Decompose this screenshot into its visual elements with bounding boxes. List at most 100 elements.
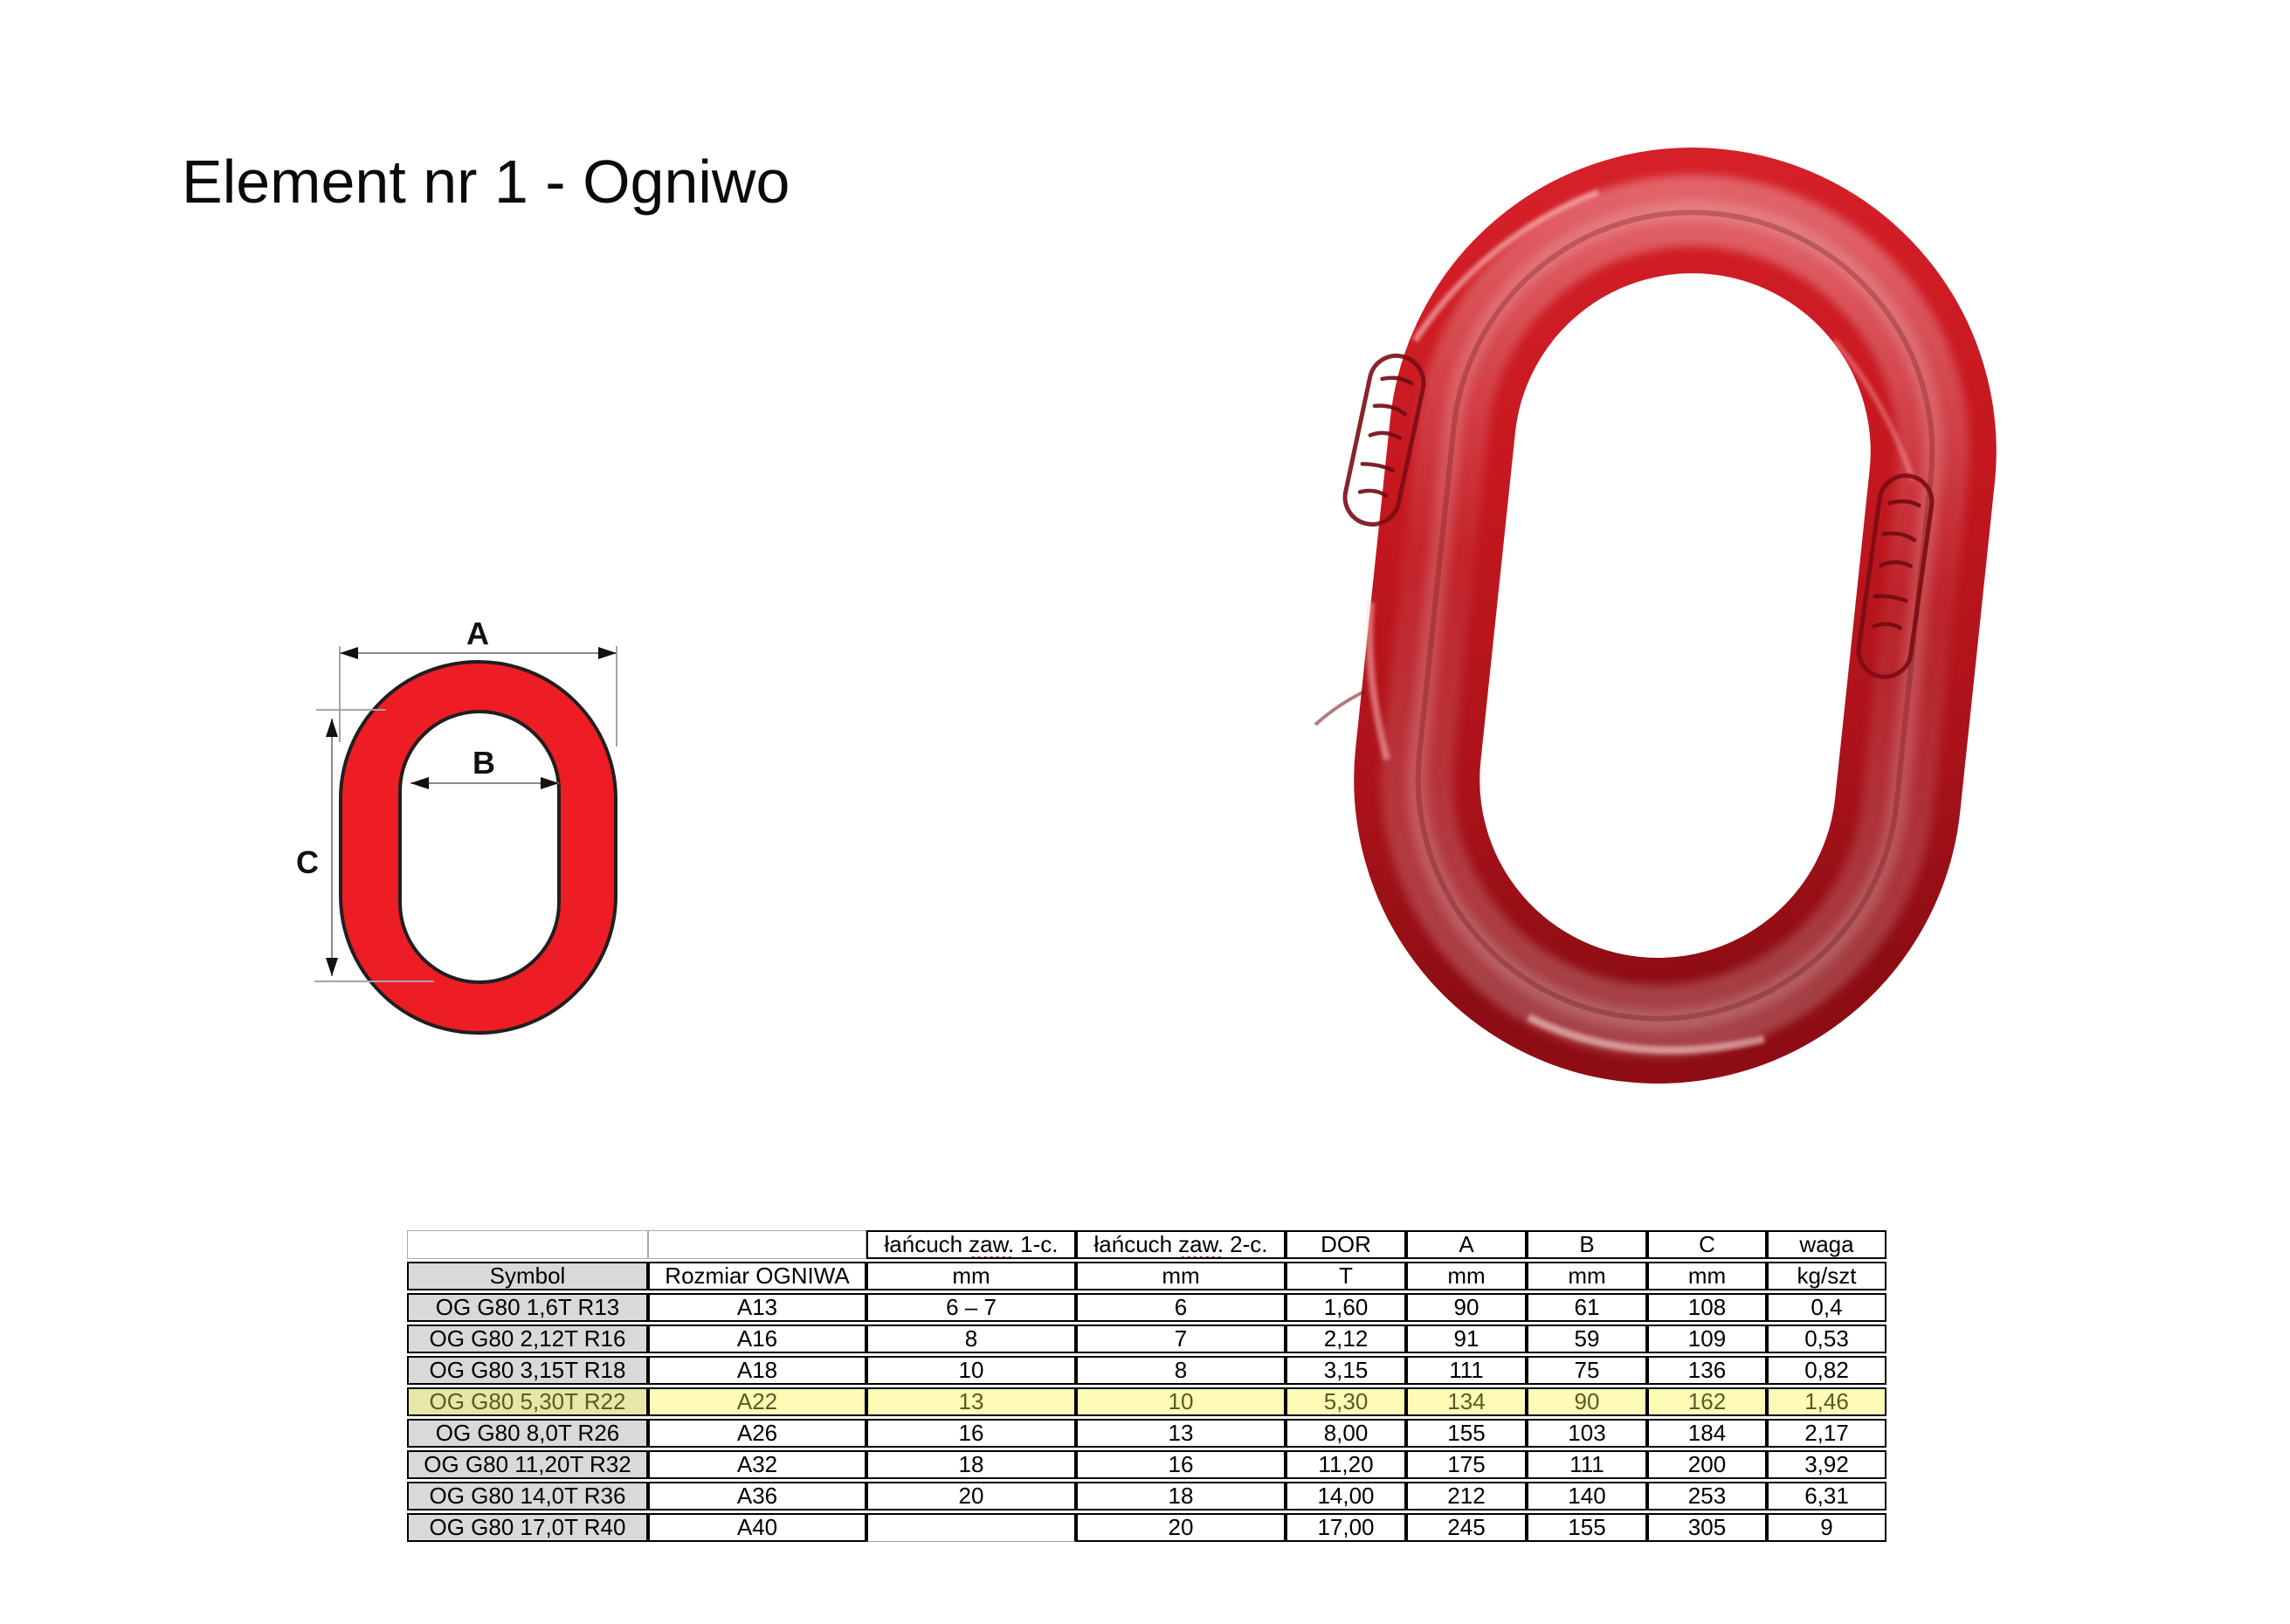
value-cell: 134	[1406, 1387, 1527, 1416]
page-title: Element nr 1 - Ogniwo	[182, 148, 790, 216]
value-cell: 16	[1076, 1450, 1286, 1479]
table-row: OG G80 11,20T R32 A32 18 16 11,20 175 111 200 3,…	[407, 1450, 1886, 1479]
value-cell: 155	[1406, 1419, 1527, 1448]
label-b: B	[472, 745, 495, 781]
value-cell: 6,31	[1767, 1482, 1886, 1510]
value-cell: 18	[1076, 1482, 1286, 1510]
header-text: 1-c.	[1020, 1231, 1059, 1257]
value-cell: 162	[1647, 1387, 1767, 1416]
value-cell	[866, 1513, 1076, 1542]
header-empty-size	[648, 1230, 866, 1259]
symbol-cell: OG G80 14,0T R36	[407, 1482, 648, 1510]
value-cell: 155	[1527, 1513, 1647, 1542]
value-cell: 10	[1076, 1387, 1286, 1416]
symbol-cell: OG G80 1,6T R13	[407, 1293, 648, 1322]
arrowhead-down-icon	[326, 958, 338, 976]
header-text: łańcuch	[884, 1231, 963, 1257]
symbol-cell: OG G80 11,20T R32	[407, 1450, 648, 1479]
header-row-1: łańcuch zaw. 1-c. łańcuch zaw. 2-c. DOR A B …	[407, 1230, 1886, 1259]
value-cell: 184	[1647, 1419, 1767, 1448]
table-row: OG G80 8,0T R26 A26 16 13 8,00 155 103 184 2,17	[407, 1419, 1886, 1448]
value-cell: A16	[648, 1325, 866, 1353]
embossed-stamp-right	[1856, 473, 1935, 679]
value-cell: 8	[866, 1325, 1076, 1353]
table-row: OG G80 5,30T R22 A22 13 10 5,30 134 90 162 1,46	[407, 1387, 1886, 1416]
dimension-c	[314, 709, 434, 982]
header-row-2: Symbol Rozmiar OGNIWA mm mm T mm mm mm k…	[407, 1262, 1886, 1290]
value-cell: 8,00	[1286, 1419, 1406, 1448]
header-text: łańcuch	[1093, 1231, 1173, 1257]
symbol-cell: OG G80 8,0T R26	[407, 1419, 648, 1448]
value-cell: 0,82	[1767, 1356, 1886, 1385]
value-cell: 140	[1527, 1482, 1647, 1510]
value-cell: 6	[1076, 1293, 1286, 1322]
value-cell: 111	[1406, 1356, 1527, 1385]
value-cell: 108	[1647, 1293, 1767, 1322]
header-size: Rozmiar OGNIWA	[648, 1262, 866, 1290]
gloss-highlights	[1366, 189, 1915, 1055]
value-cell: 5,30	[1286, 1387, 1406, 1416]
dimension-diagram: A B C	[296, 616, 617, 1035]
symbol-cell: OG G80 2,12T R16	[407, 1325, 648, 1353]
value-cell: 14,00	[1286, 1482, 1406, 1510]
header-text: 2-c.	[1230, 1231, 1268, 1257]
label-a: A	[466, 616, 489, 651]
value-cell: A36	[648, 1482, 866, 1510]
value-cell: 200	[1647, 1450, 1767, 1479]
dimension-a	[339, 646, 617, 747]
value-cell: 7	[1076, 1325, 1286, 1353]
value-cell: A18	[648, 1356, 866, 1385]
value-cell: 20	[1076, 1513, 1286, 1542]
value-cell: A32	[648, 1450, 866, 1479]
symbol-cell: OG G80 3,15T R18	[407, 1356, 648, 1385]
master-link-photo	[1314, 148, 1997, 1084]
header-unit-mm-a: mm	[1406, 1262, 1527, 1290]
value-cell: 136	[1647, 1356, 1767, 1385]
value-cell: 175	[1406, 1450, 1527, 1479]
value-cell: A26	[648, 1419, 866, 1448]
header-chain-1leg: łańcuch zaw. 1-c.	[866, 1230, 1076, 1259]
value-cell: 253	[1647, 1482, 1767, 1510]
arrowhead-right-icon	[541, 777, 559, 789]
arrowhead-left-icon	[340, 647, 358, 659]
value-cell: 59	[1527, 1325, 1647, 1353]
arrowhead-up-icon	[326, 719, 338, 737]
value-cell: 103	[1527, 1419, 1647, 1448]
value-cell: 0,4	[1767, 1293, 1886, 1322]
header-dim-a: A	[1406, 1230, 1527, 1259]
header-dim-b: B	[1527, 1230, 1647, 1259]
table-row: OG G80 1,6T R13 A13 6 – 7 6 1,60 90 61 108 0,4	[407, 1293, 1886, 1322]
value-cell: 91	[1406, 1325, 1527, 1353]
table-row: OG G80 2,12T R16 A16 8 7 2,12 91 59 109 0,53	[407, 1325, 1886, 1353]
header-empty-symbol	[407, 1230, 648, 1259]
weld-seam	[1314, 690, 1365, 726]
header-unit-mm-2: mm	[1076, 1262, 1286, 1290]
value-cell: 75	[1527, 1356, 1647, 1385]
symbol-cell: OG G80 5,30T R22	[407, 1387, 648, 1416]
value-cell: 18	[866, 1450, 1076, 1479]
value-cell: 245	[1406, 1513, 1527, 1542]
value-cell: 212	[1406, 1482, 1527, 1510]
value-cell: 0,53	[1767, 1325, 1886, 1353]
value-cell: 109	[1647, 1325, 1767, 1353]
symbol-cell: OG G80 17,0T R40	[407, 1513, 648, 1542]
value-cell: 10	[866, 1356, 1076, 1385]
label-c: C	[296, 844, 319, 880]
header-unit-t: T	[1286, 1262, 1406, 1290]
value-cell: 90	[1406, 1293, 1527, 1322]
value-cell: A22	[648, 1387, 866, 1416]
value-cell: 2,12	[1286, 1325, 1406, 1353]
table-row: OG G80 17,0T R40 A40 20 17,00 245 155 305 9	[407, 1513, 1886, 1542]
header-text-misspelled: zaw.	[1178, 1231, 1224, 1257]
value-cell: 11,20	[1286, 1450, 1406, 1479]
table-row: OG G80 3,15T R18 A18 10 8 3,15 111 75 136 0,82	[407, 1356, 1886, 1385]
table-row: OG G80 14,0T R36 A36 20 18 14,00 212 140 253 6,3…	[407, 1482, 1886, 1510]
value-cell: 3,92	[1767, 1450, 1886, 1479]
value-cell: 3,15	[1286, 1356, 1406, 1385]
embossed-stamp-left	[1342, 353, 1426, 527]
value-cell: 20	[866, 1482, 1076, 1510]
value-cell: 13	[866, 1387, 1076, 1416]
header-text-misspelled: zaw.	[969, 1231, 1015, 1257]
value-cell: 16	[866, 1419, 1076, 1448]
value-cell: 17,00	[1286, 1513, 1406, 1542]
